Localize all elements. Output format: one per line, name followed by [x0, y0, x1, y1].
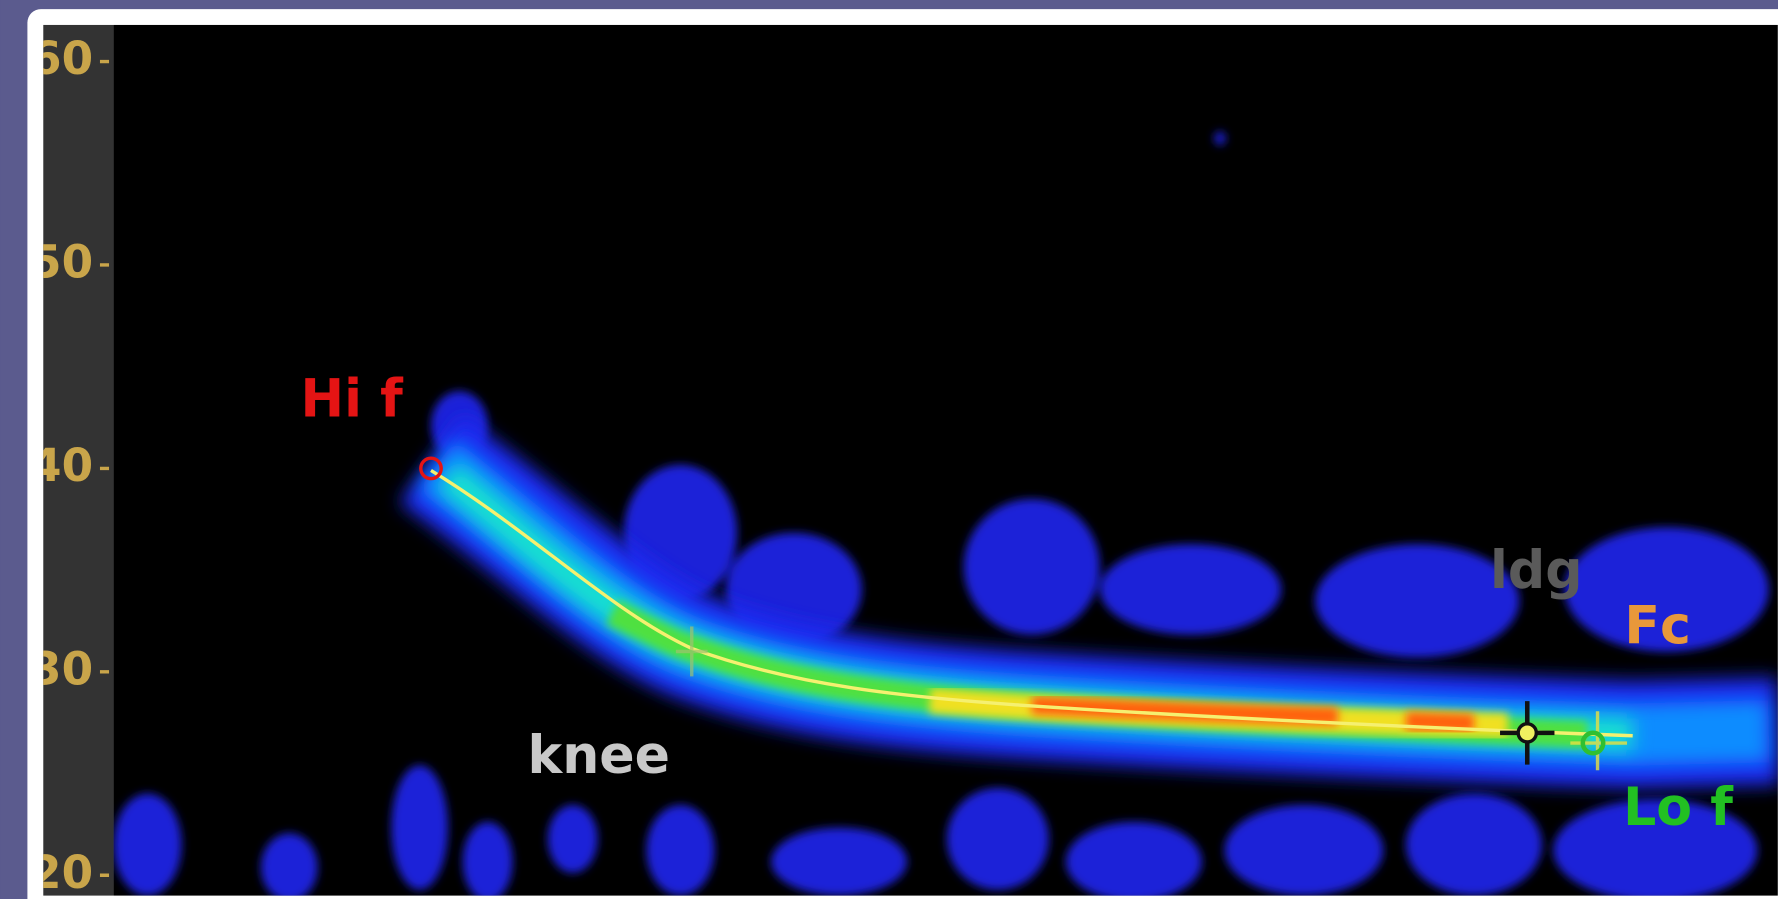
- annotation-label: Fc: [1624, 597, 1691, 657]
- page: 2030405060 Hi fkneeldgFcLo f (() => { co…: [0, 0, 1778, 899]
- annotation-label: Lo f: [1623, 778, 1734, 838]
- chart: 2030405060 Hi fkneeldgFcLo f: [0, 0, 1778, 899]
- annotation-label: Hi f: [300, 370, 404, 430]
- annotation-label: ldg: [1490, 541, 1582, 601]
- annotation-label: knee: [528, 726, 670, 786]
- marker-ring: [1518, 724, 1536, 742]
